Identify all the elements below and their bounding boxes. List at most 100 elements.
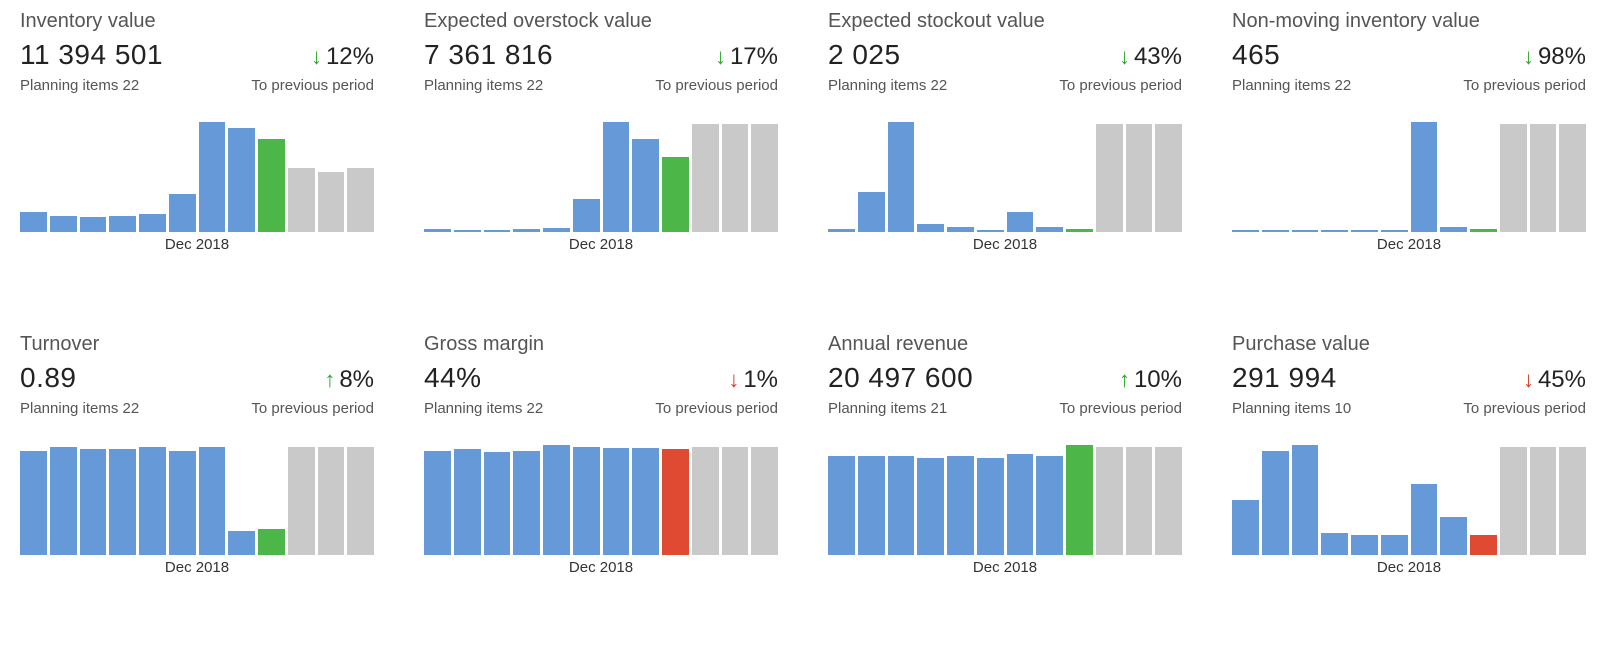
kpi-card: Expected stockout value2 025↓43%Planning… [828, 10, 1182, 253]
bar [1470, 229, 1497, 232]
bar [751, 447, 778, 555]
delta-percent: 17% [730, 43, 778, 71]
bar [603, 122, 630, 232]
subtitle-row: Planning items 22 To previous period [20, 400, 374, 417]
arrow-down-icon: ↓ [728, 369, 739, 391]
bar-container [424, 445, 778, 555]
sparkline-chart: Dec 2018 [20, 122, 374, 253]
planning-items-label: Planning items 22 [1232, 77, 1351, 94]
subtitle-row: Planning items 21 To previous period [828, 400, 1182, 417]
bar [1500, 447, 1527, 555]
previous-period-label: To previous period [655, 400, 778, 417]
x-axis-label: Dec 2018 [424, 559, 778, 576]
bar [1440, 517, 1467, 556]
card-title: Expected overstock value [424, 10, 778, 33]
bar [1096, 124, 1123, 232]
bar [917, 458, 944, 555]
sparkline-chart: Dec 2018 [424, 122, 778, 253]
card-title: Inventory value [20, 10, 374, 33]
arrow-down-icon: ↓ [1119, 46, 1130, 68]
bar [199, 447, 226, 555]
bar [1381, 230, 1408, 232]
bar [692, 124, 719, 232]
delta-percent: 10% [1134, 366, 1182, 394]
bar [543, 228, 570, 232]
bar [828, 456, 855, 555]
card-title: Non-moving inventory value [1232, 10, 1586, 33]
bar [1500, 124, 1527, 232]
kpi-card: Inventory value 11 394 501 ↓12% Planning it… [20, 10, 374, 253]
bar [977, 230, 1004, 232]
bar [169, 194, 196, 233]
sparkline-chart: Dec 2018 [828, 122, 1182, 253]
bar [347, 168, 374, 232]
card-title: Annual revenue [828, 333, 1182, 356]
bar [318, 172, 345, 233]
bar [1559, 447, 1586, 555]
bar [888, 456, 915, 555]
bar [1126, 124, 1153, 232]
subtitle-row: Planning items 22To previous period [1232, 77, 1586, 94]
bar [484, 452, 511, 555]
value-row: 291 994↓45% [1232, 362, 1586, 394]
planning-items-label: Planning items 22 [20, 400, 139, 417]
bar [751, 124, 778, 232]
arrow-down-icon: ↓ [311, 46, 322, 68]
bar-container [1232, 122, 1586, 232]
bar [828, 229, 855, 232]
bar [199, 122, 226, 232]
planning-items-label: Planning items 10 [1232, 400, 1351, 417]
card-title: Gross margin [424, 333, 778, 356]
bar [662, 449, 689, 555]
sparkline-chart: Dec 2018 [424, 445, 778, 576]
bar [1321, 533, 1348, 555]
bar [858, 456, 885, 555]
bar [228, 531, 255, 555]
bar [977, 458, 1004, 555]
previous-period-label: To previous period [1059, 400, 1182, 417]
previous-period-label: To previous period [251, 400, 374, 417]
bar [917, 224, 944, 232]
delta: ↑8% [324, 366, 374, 394]
bar [1470, 535, 1497, 555]
delta: ↓98% [1523, 43, 1586, 71]
bar [1126, 447, 1153, 555]
card-value: 20 497 600 [828, 362, 973, 394]
card-title: Turnover [20, 333, 374, 356]
bar [454, 230, 481, 232]
bar [484, 230, 511, 232]
value-row: 11 394 501 ↓12% [20, 39, 374, 71]
subtitle-row: Planning items 22To previous period [424, 77, 778, 94]
bar [1381, 535, 1408, 555]
planning-items-label: Planning items 22 [828, 77, 947, 94]
bar [858, 192, 885, 232]
bar [20, 212, 47, 232]
x-axis-label: Dec 2018 [1232, 559, 1586, 576]
value-row: 44%↓1% [424, 362, 778, 394]
bar [1559, 124, 1586, 232]
planning-items-label: Planning items 21 [828, 400, 947, 417]
bar [1530, 124, 1557, 232]
bar [347, 447, 374, 555]
bar [1232, 500, 1259, 555]
card-value: 465 [1232, 39, 1280, 71]
card-value: 11 394 501 [20, 39, 163, 71]
bar [1411, 122, 1438, 232]
delta-percent: 43% [1134, 43, 1182, 71]
card-value: 0.89 [20, 362, 77, 394]
bar [139, 214, 166, 232]
subtitle-row: Planning items 22To previous period [424, 400, 778, 417]
delta: ↓12% [311, 43, 374, 71]
card-value: 291 994 [1232, 362, 1337, 394]
delta: ↓1% [728, 366, 778, 394]
sparkline-chart: Dec 2018 [1232, 445, 1586, 576]
bar [258, 139, 285, 233]
delta: ↓43% [1119, 43, 1182, 71]
subtitle-row: Planning items 22To previous period [20, 77, 374, 94]
previous-period-label: To previous period [1463, 400, 1586, 417]
bar [573, 199, 600, 232]
bar [80, 449, 107, 555]
bar-container [20, 122, 374, 232]
bar-container [828, 445, 1182, 555]
bar [1351, 230, 1378, 232]
